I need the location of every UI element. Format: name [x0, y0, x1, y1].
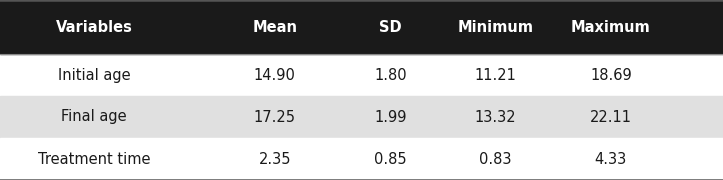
Text: 18.69: 18.69: [590, 68, 632, 82]
Bar: [0, 54, 723, 96]
Text: Maximum: Maximum: [571, 19, 651, 35]
Text: Mean: Mean: [252, 19, 297, 35]
Text: 4.33: 4.33: [595, 152, 627, 167]
Text: Initial age: Initial age: [58, 68, 130, 82]
Text: 1.99: 1.99: [375, 109, 406, 125]
Text: 0.85: 0.85: [374, 152, 407, 167]
Bar: [0, 138, 723, 180]
Text: Variables: Variables: [56, 19, 132, 35]
Text: 11.21: 11.21: [474, 68, 516, 82]
Text: 17.25: 17.25: [254, 109, 296, 125]
Text: 22.11: 22.11: [590, 109, 632, 125]
Text: Minimum: Minimum: [457, 19, 534, 35]
Text: 13.32: 13.32: [474, 109, 516, 125]
Bar: [0, 96, 723, 138]
Text: 1.80: 1.80: [374, 68, 407, 82]
Text: 2.35: 2.35: [259, 152, 291, 167]
Text: 0.83: 0.83: [479, 152, 511, 167]
Bar: [0, 0, 723, 54]
Text: SD: SD: [379, 19, 402, 35]
Text: Treatment time: Treatment time: [38, 152, 150, 167]
Text: 14.90: 14.90: [254, 68, 296, 82]
Text: Final age: Final age: [61, 109, 127, 125]
